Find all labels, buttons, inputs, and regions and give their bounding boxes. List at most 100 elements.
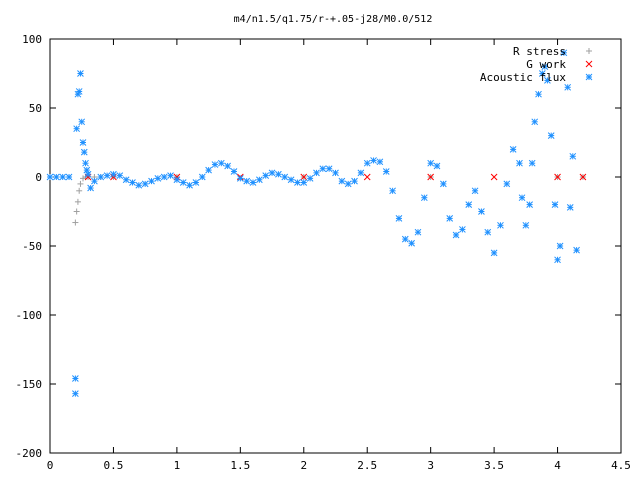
data-point: [141, 180, 149, 188]
data-point: [110, 170, 117, 178]
data-point: [186, 181, 193, 189]
data-point: [370, 157, 377, 164]
data-point: [554, 173, 561, 181]
data-point: [332, 169, 339, 177]
data-point: [433, 162, 441, 170]
data-point: [363, 173, 371, 181]
data-point: [167, 172, 174, 179]
data-point: [135, 181, 143, 189]
data-point: [389, 187, 396, 195]
data-point: [256, 176, 263, 184]
data-point: [414, 228, 422, 236]
data-point: [531, 118, 539, 126]
data-point: [547, 132, 555, 139]
data-point: [82, 159, 89, 167]
data-point: [408, 239, 415, 247]
data-point: [509, 146, 517, 153]
x-tick-label: 0.5: [104, 459, 124, 472]
series-acoustic-flux: [46, 49, 580, 398]
data-point: [65, 173, 73, 181]
data-point: [281, 173, 289, 181]
data-point: [300, 173, 308, 181]
data-point: [357, 169, 365, 177]
x-tick-label: 4: [554, 459, 561, 472]
x-tick-label: 0: [47, 459, 54, 472]
data-point: [554, 256, 561, 264]
y-tick-label: -150: [16, 378, 43, 391]
data-point: [78, 118, 86, 126]
data-point: [236, 175, 244, 182]
data-point: [300, 179, 308, 186]
data-point: [446, 215, 454, 222]
x-tick-label: 3.5: [484, 459, 504, 472]
data-point: [319, 165, 327, 173]
y-tick-label: -200: [16, 447, 43, 460]
data-point: [573, 246, 580, 254]
data-point: [116, 172, 124, 179]
data-point: [427, 159, 435, 167]
data-point: [351, 177, 358, 185]
legend-marker: [586, 48, 592, 54]
data-point: [179, 179, 187, 186]
data-point: [518, 194, 526, 202]
data-point: [77, 180, 84, 187]
data-point: [376, 158, 384, 166]
legend-label: Acoustic flux: [480, 71, 566, 84]
data-point: [566, 204, 574, 211]
data-point: [306, 175, 314, 182]
data-point: [440, 180, 447, 188]
data-point: [198, 173, 206, 181]
data-point: [287, 176, 295, 184]
data-point: [503, 180, 511, 188]
legend-label: G work: [526, 58, 566, 71]
data-point: [551, 201, 559, 208]
data-point: [401, 235, 409, 243]
data-point: [395, 215, 403, 222]
data-point: [268, 169, 276, 177]
data-point: [382, 168, 390, 175]
data-point: [325, 165, 333, 173]
plot-frame: [49, 38, 622, 454]
y-tick-label: 50: [29, 102, 42, 115]
data-point: [528, 159, 536, 167]
data-point: [160, 173, 168, 181]
data-point: [173, 176, 181, 184]
data-point: [564, 83, 572, 91]
data-point: [490, 173, 498, 181]
data-point: [526, 201, 533, 208]
data-point: [541, 63, 549, 70]
data-point: [103, 172, 111, 179]
data-point: [77, 70, 84, 77]
data-point: [275, 170, 282, 178]
series-layer: [46, 49, 587, 398]
data-point: [478, 208, 485, 215]
data-point: [73, 208, 80, 215]
legend-marker: [585, 60, 593, 68]
data-point: [459, 226, 466, 233]
data-point: [313, 169, 320, 177]
x-tick-label: 2: [300, 459, 307, 472]
data-point: [243, 177, 251, 185]
data-point: [516, 159, 523, 167]
data-point: [84, 170, 92, 178]
data-point: [79, 139, 87, 146]
chart-title: m4/n1.5/q1.75/r-+.05-j28/M0.0/512: [234, 14, 433, 25]
data-point: [52, 173, 60, 181]
data-point: [211, 161, 219, 168]
data-point: [452, 231, 460, 239]
data-point: [522, 221, 530, 229]
data-point: [579, 173, 587, 181]
data-point: [471, 187, 479, 195]
data-point: [230, 168, 238, 175]
x-tick-label: 2.5: [357, 459, 377, 472]
data-point: [294, 179, 301, 186]
data-point: [538, 70, 546, 77]
data-point: [122, 176, 130, 184]
data-point: [217, 159, 225, 167]
data-point: [72, 390, 79, 398]
data-point: [129, 179, 136, 186]
data-point: [420, 194, 428, 202]
data-point: [249, 179, 257, 186]
